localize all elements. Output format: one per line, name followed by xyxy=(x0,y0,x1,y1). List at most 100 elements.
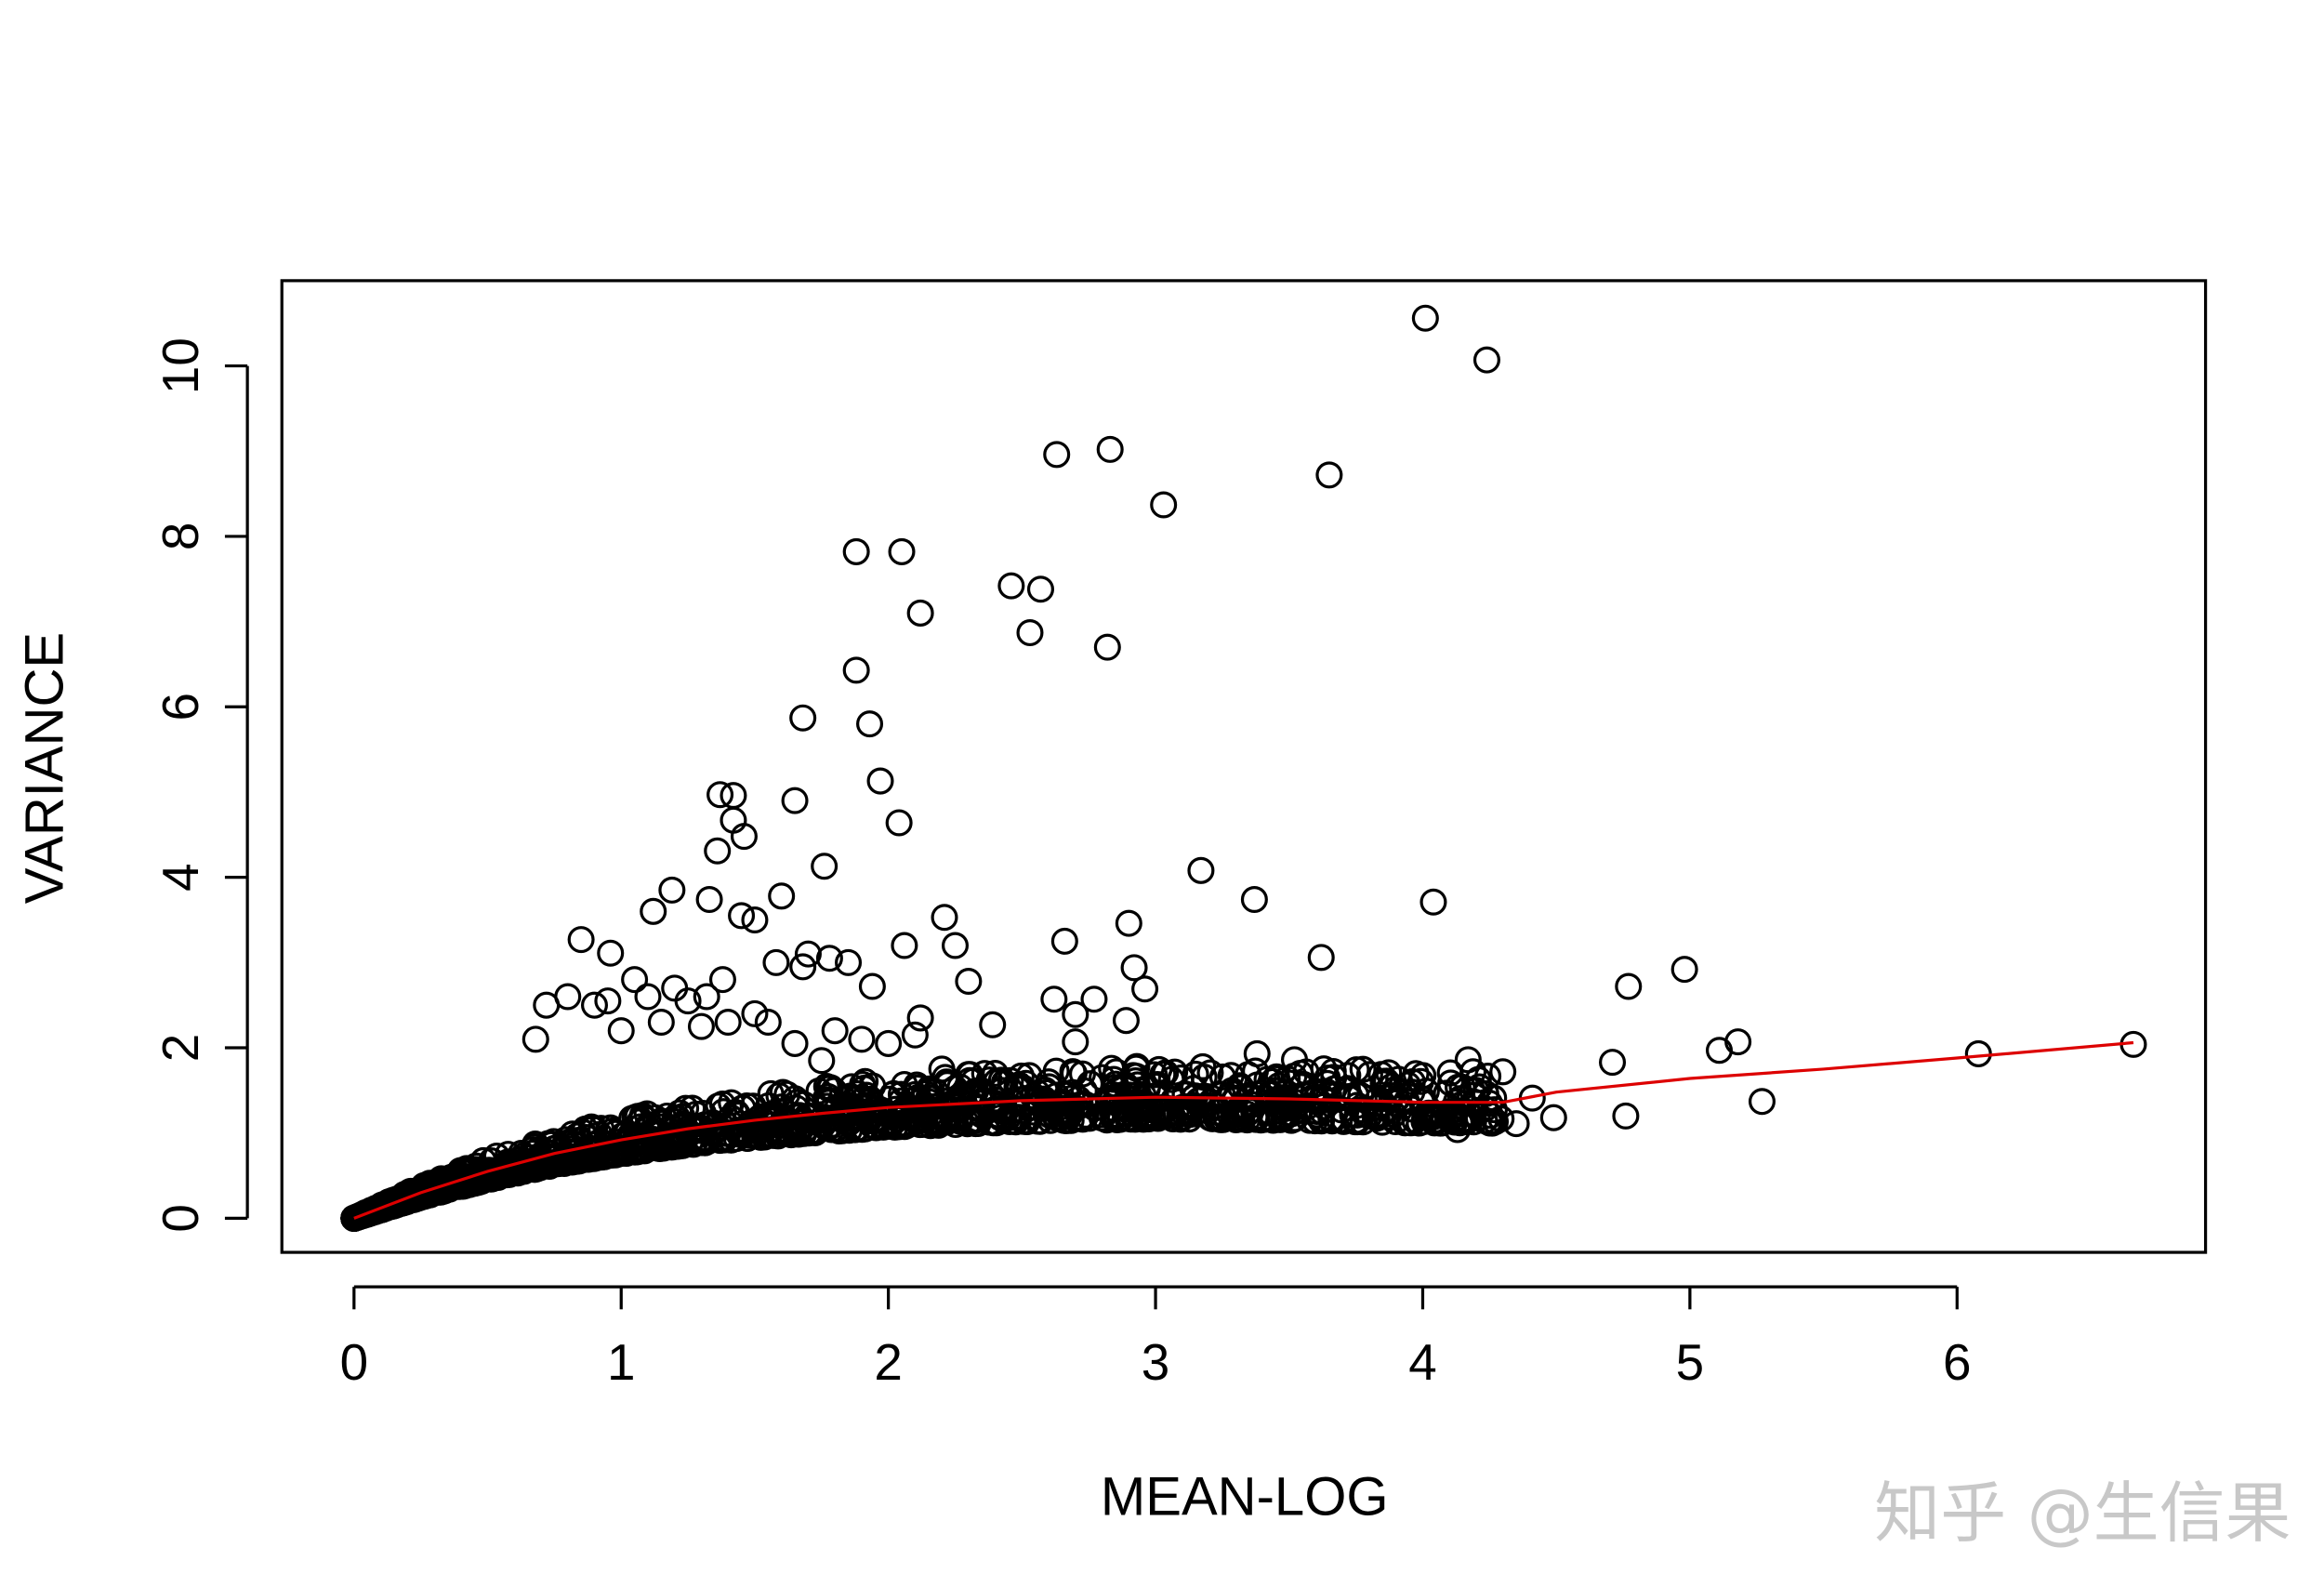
data-point xyxy=(704,837,732,865)
data-point xyxy=(693,983,720,1011)
data-point xyxy=(629,1104,657,1131)
data-point xyxy=(718,1089,746,1117)
y-tick-label: 8 xyxy=(152,522,209,550)
data-point xyxy=(1243,1039,1271,1067)
y-tick-label: 10 xyxy=(152,337,209,394)
x-tick-label: 3 xyxy=(1142,1333,1170,1391)
data-point xyxy=(1150,491,1178,519)
data-point xyxy=(640,1126,667,1154)
data-point xyxy=(961,1110,990,1138)
data-point xyxy=(789,953,817,981)
data-point xyxy=(695,885,723,914)
data-point xyxy=(1748,1088,1776,1116)
data-point xyxy=(769,1078,797,1106)
data-point xyxy=(687,1012,715,1040)
data-point xyxy=(747,1123,775,1151)
data-point xyxy=(812,1073,840,1101)
data-point xyxy=(781,787,809,814)
data-point xyxy=(997,1066,1024,1094)
data-point xyxy=(919,1107,947,1135)
x-tick-label: 0 xyxy=(340,1333,369,1391)
data-point xyxy=(1436,1059,1464,1087)
data-point xyxy=(714,1008,742,1037)
plot-frame xyxy=(280,279,2208,1254)
data-point xyxy=(741,906,769,934)
data-point xyxy=(1035,1068,1063,1096)
data-point xyxy=(1270,1103,1298,1131)
data-point xyxy=(1670,956,1698,984)
data-point xyxy=(1131,975,1159,1003)
data-point xyxy=(1444,1116,1472,1144)
data-point xyxy=(522,1025,549,1053)
data-point xyxy=(1022,1093,1050,1121)
data-point xyxy=(1454,1046,1482,1074)
data-point xyxy=(647,1008,675,1037)
data-point xyxy=(730,823,758,851)
data-point xyxy=(634,983,662,1011)
data-point xyxy=(808,1047,836,1075)
data-point xyxy=(866,767,894,795)
data-point xyxy=(1062,1000,1089,1028)
data-point xyxy=(1050,1106,1077,1134)
y-tick-label: 4 xyxy=(152,863,209,892)
data-point xyxy=(658,876,686,904)
data-point xyxy=(856,710,884,738)
data-point xyxy=(1040,985,1068,1013)
data-point xyxy=(621,966,649,994)
data-point xyxy=(971,1060,998,1088)
x-tick-label: 1 xyxy=(607,1333,636,1391)
data-point xyxy=(761,1118,789,1145)
data-point xyxy=(1355,1061,1383,1089)
data-point xyxy=(1116,1099,1144,1127)
data-point xyxy=(1120,954,1148,982)
data-point xyxy=(1169,1093,1196,1121)
data-point xyxy=(1103,1058,1130,1086)
data-point xyxy=(1241,1057,1270,1085)
data-point xyxy=(1435,1098,1463,1126)
data-point xyxy=(388,1185,416,1213)
x-tick-label: 4 xyxy=(1408,1333,1437,1391)
data-point xyxy=(661,974,689,1002)
data-point xyxy=(997,572,1025,600)
data-point xyxy=(982,1060,1010,1088)
data-point xyxy=(1062,1028,1089,1056)
data-point xyxy=(955,967,983,996)
data-point xyxy=(640,897,667,925)
data-point xyxy=(607,1017,635,1045)
data-point xyxy=(1240,885,1268,914)
data-point xyxy=(450,1158,478,1186)
data-point xyxy=(885,809,913,837)
y-tick-label: 0 xyxy=(152,1204,209,1233)
data-point xyxy=(577,1113,605,1141)
data-point xyxy=(842,537,870,565)
data-point xyxy=(478,1161,506,1189)
data-point xyxy=(1385,1065,1413,1093)
data-point xyxy=(1599,1049,1627,1077)
x-axis-label: MEAN-LOG xyxy=(1101,1466,1389,1527)
x-tick-label: 6 xyxy=(1943,1333,1972,1391)
data-point xyxy=(794,940,822,968)
data-point xyxy=(1411,304,1439,332)
y-tick-label: 6 xyxy=(152,693,209,721)
data-point xyxy=(848,1025,876,1053)
data-point xyxy=(1472,346,1500,374)
data-point xyxy=(728,902,756,930)
data-point xyxy=(963,1094,991,1122)
data-point xyxy=(1343,1101,1371,1129)
data-point xyxy=(901,1021,929,1049)
data-point xyxy=(554,983,582,1011)
data-point xyxy=(1233,1100,1261,1128)
data-point xyxy=(763,1121,792,1149)
data-point xyxy=(706,781,734,809)
data-point xyxy=(1196,1059,1224,1087)
data-point xyxy=(708,966,736,994)
data-point xyxy=(941,932,970,959)
data-point xyxy=(842,656,870,684)
data-point xyxy=(1489,1058,1517,1086)
data-point xyxy=(1475,1109,1503,1137)
y-axis-label: VARIANCE xyxy=(15,632,75,904)
data-point xyxy=(1539,1104,1567,1131)
data-point xyxy=(1016,619,1044,647)
data-point xyxy=(1043,441,1071,469)
